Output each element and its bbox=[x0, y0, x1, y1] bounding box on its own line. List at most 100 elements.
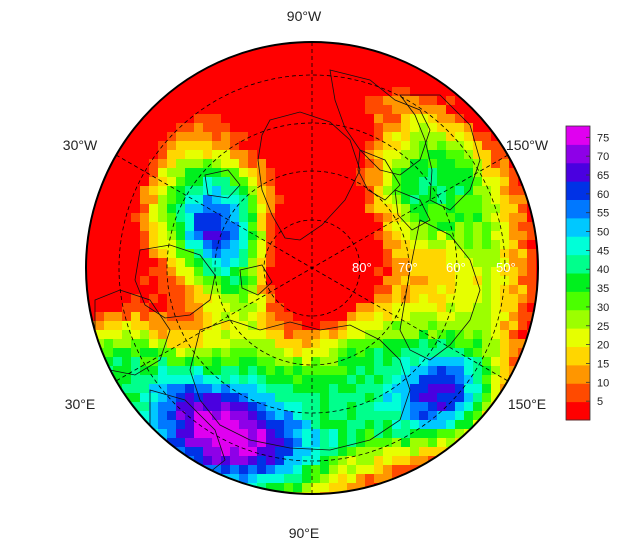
field-cell bbox=[455, 105, 465, 115]
field-cell bbox=[203, 141, 213, 151]
field-cell bbox=[266, 249, 276, 259]
field-cell bbox=[356, 123, 366, 133]
field-cell bbox=[248, 240, 258, 250]
field-cell bbox=[329, 222, 339, 232]
field-cell bbox=[239, 366, 249, 376]
field-cell bbox=[365, 357, 375, 367]
field-cell bbox=[491, 186, 501, 196]
lat-label-50: 50° bbox=[496, 260, 516, 275]
field-cell bbox=[257, 303, 267, 313]
field-cell bbox=[365, 51, 375, 61]
field-cell bbox=[149, 339, 159, 349]
field-cell bbox=[194, 267, 204, 277]
field-cell bbox=[437, 222, 447, 232]
field-cell bbox=[410, 222, 420, 232]
field-cell bbox=[230, 483, 240, 493]
field-cell bbox=[149, 258, 159, 268]
field-cell bbox=[221, 357, 231, 367]
field-cell bbox=[401, 375, 411, 385]
field-cell bbox=[86, 339, 96, 349]
field-cell bbox=[140, 177, 150, 187]
field-cell bbox=[374, 114, 384, 124]
field-cell bbox=[392, 393, 402, 403]
field-cell bbox=[284, 123, 294, 133]
field-cell bbox=[230, 69, 240, 79]
field-cell bbox=[113, 393, 123, 403]
field-cell bbox=[428, 240, 438, 250]
field-cell bbox=[329, 141, 339, 151]
field-cell bbox=[131, 231, 141, 241]
field-cell bbox=[527, 240, 537, 250]
field-cell bbox=[320, 375, 330, 385]
field-cell bbox=[311, 51, 321, 61]
field-cell bbox=[347, 366, 357, 376]
field-cell bbox=[239, 231, 249, 241]
field-cell bbox=[176, 357, 186, 367]
field-cell bbox=[392, 402, 402, 412]
field-cell bbox=[275, 60, 285, 70]
field-cell bbox=[509, 312, 519, 322]
field-cell bbox=[446, 330, 456, 340]
field-cell bbox=[410, 267, 420, 277]
field-cell bbox=[392, 87, 402, 97]
field-cell bbox=[239, 177, 249, 187]
field-cell bbox=[284, 195, 294, 205]
field-cell bbox=[122, 321, 132, 331]
field-cell bbox=[266, 69, 276, 79]
field-cell bbox=[446, 267, 456, 277]
field-cell bbox=[293, 258, 303, 268]
field-cell bbox=[158, 321, 168, 331]
field-cell bbox=[383, 78, 393, 88]
field-cell bbox=[338, 483, 348, 493]
field-cell bbox=[383, 159, 393, 169]
field-cell bbox=[149, 150, 159, 160]
field-cell bbox=[212, 177, 222, 187]
field-cell bbox=[383, 294, 393, 304]
field-cell bbox=[302, 303, 312, 313]
field-cell bbox=[392, 132, 402, 142]
field-cell bbox=[176, 366, 186, 376]
field-cell bbox=[302, 375, 312, 385]
field-cell bbox=[536, 222, 538, 232]
field-cell bbox=[149, 141, 159, 151]
field-cell bbox=[356, 78, 366, 88]
field-cell bbox=[266, 456, 276, 466]
field-cell bbox=[311, 222, 321, 232]
field-cell bbox=[230, 150, 240, 160]
field-cell bbox=[185, 384, 195, 394]
field-cell bbox=[212, 222, 222, 232]
field-cell bbox=[356, 213, 366, 223]
field-cell bbox=[401, 447, 411, 457]
field-cell bbox=[347, 312, 357, 322]
field-cell bbox=[266, 159, 276, 169]
field-cell bbox=[257, 285, 267, 295]
field-cell bbox=[149, 267, 159, 277]
map-border bbox=[85, 41, 539, 495]
field-cell bbox=[86, 195, 96, 205]
field-cell bbox=[167, 438, 177, 448]
field-cell bbox=[320, 69, 330, 79]
field-cell bbox=[374, 186, 384, 196]
field-cell bbox=[491, 177, 501, 187]
field-cell bbox=[401, 195, 411, 205]
field-cell bbox=[284, 132, 294, 142]
field-cell bbox=[239, 150, 249, 160]
field-cell bbox=[230, 177, 240, 187]
field-cell bbox=[482, 321, 492, 331]
field-cell bbox=[203, 249, 213, 259]
field-cell bbox=[518, 258, 528, 268]
field-cell bbox=[257, 249, 267, 259]
field-cell bbox=[221, 204, 231, 214]
field-cell bbox=[464, 330, 474, 340]
field-cell bbox=[401, 159, 411, 169]
field-cell bbox=[428, 465, 438, 475]
field-cell bbox=[104, 150, 114, 160]
field-cell bbox=[374, 150, 384, 160]
field-cell bbox=[419, 438, 429, 448]
field-cell bbox=[410, 258, 420, 268]
field-cell bbox=[383, 447, 393, 457]
field-cell bbox=[419, 231, 429, 241]
field-cell bbox=[383, 123, 393, 133]
field-cell bbox=[194, 60, 204, 70]
field-cell bbox=[167, 420, 177, 430]
